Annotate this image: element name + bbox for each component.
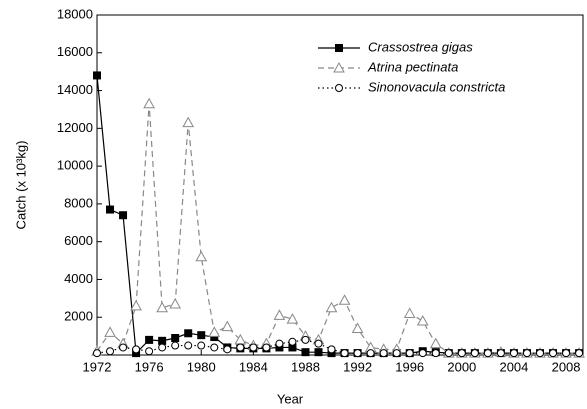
data-point	[575, 349, 584, 358]
y-tick-label: 8000	[64, 195, 93, 210]
data-point	[379, 349, 388, 358]
data-point	[416, 314, 429, 326]
legend-label: Atrina pectinata	[367, 59, 458, 74]
data-point	[223, 345, 232, 354]
plot-frame	[96, 14, 584, 356]
data-point	[418, 349, 427, 358]
data-point	[314, 348, 323, 357]
data-point	[429, 337, 442, 349]
data-point	[145, 335, 154, 344]
data-point	[496, 349, 505, 358]
data-point	[184, 341, 193, 350]
data-point	[431, 349, 440, 358]
data-point	[483, 349, 492, 358]
data-point	[262, 343, 271, 352]
data-point	[273, 309, 286, 320]
data-point	[130, 299, 142, 311]
data-point	[184, 329, 193, 338]
y-tick-label: 6000	[64, 233, 93, 248]
data-point	[171, 341, 180, 350]
data-point	[208, 326, 221, 337]
data-point	[549, 349, 558, 358]
data-point	[119, 211, 128, 220]
x-tick-label: 1988	[291, 359, 320, 374]
data-point	[132, 345, 141, 354]
x-axis-label: Year	[277, 391, 304, 406]
data-point	[457, 349, 466, 358]
data-point	[314, 339, 323, 348]
legend-marker	[335, 84, 343, 92]
y-tick-label: 4000	[64, 271, 93, 286]
data-point	[403, 307, 416, 318]
data-point	[288, 337, 297, 346]
data-point	[158, 336, 167, 345]
y-tick-label: 12000	[57, 120, 93, 135]
y-tick-label: 10000	[57, 158, 93, 173]
data-point	[301, 335, 310, 344]
data-point	[197, 341, 206, 350]
legend-label: Crassostrea gigas	[368, 39, 473, 54]
series-line	[96, 339, 580, 354]
data-point	[182, 116, 195, 128]
y-tick-label: 16000	[57, 44, 93, 59]
data-point	[195, 250, 208, 262]
data-point	[158, 343, 167, 352]
data-point	[536, 349, 545, 358]
data-point	[444, 349, 453, 358]
data-point	[171, 334, 180, 342]
legend-label: Sinonovacula constricta	[368, 79, 505, 94]
data-point	[104, 326, 116, 337]
data-point	[286, 313, 299, 324]
data-point	[93, 71, 101, 80]
data-point	[197, 331, 206, 340]
data-point	[327, 345, 336, 354]
y-tick-label: 18000	[57, 6, 93, 21]
series-line	[96, 75, 580, 355]
data-point	[106, 347, 115, 356]
x-tick-label: 1996	[395, 359, 424, 374]
y-tick-label: 14000	[57, 82, 93, 97]
data-point	[156, 301, 168, 313]
data-point	[470, 349, 479, 358]
data-point	[249, 343, 258, 352]
data-point	[340, 349, 349, 358]
data-point	[221, 320, 234, 332]
data-point	[562, 349, 571, 358]
data-point	[275, 339, 284, 348]
x-tick-label: 1984	[239, 359, 268, 374]
data-point	[236, 343, 245, 352]
data-point	[353, 349, 362, 358]
data-point	[405, 349, 414, 358]
data-point	[145, 347, 154, 356]
data-point	[106, 205, 115, 214]
x-tick-label: 2000	[447, 359, 476, 374]
x-tick-label: 1972	[83, 359, 112, 374]
data-point	[119, 343, 128, 352]
data-point	[509, 349, 518, 358]
data-point	[325, 301, 338, 313]
data-point	[338, 294, 351, 305]
x-tick-label: 2008	[552, 359, 581, 374]
x-tick-label: 1992	[343, 359, 372, 374]
data-point	[93, 349, 101, 358]
data-point	[522, 349, 531, 358]
data-point	[392, 349, 401, 358]
y-tick-label: 2000	[64, 309, 93, 324]
data-point	[301, 348, 310, 357]
series-line	[96, 103, 580, 354]
x-tick-label: 1980	[187, 359, 216, 374]
data-point	[169, 297, 182, 309]
legend-marker	[335, 44, 343, 52]
y-axis-label: Catch (x 10³kg)	[13, 141, 28, 230]
x-tick-label: 2004	[499, 359, 528, 374]
data-point	[351, 322, 364, 334]
data-point	[366, 349, 375, 358]
x-tick-label: 1976	[135, 359, 164, 374]
data-point	[143, 97, 155, 109]
data-point	[210, 343, 219, 352]
legend-marker	[333, 61, 345, 73]
